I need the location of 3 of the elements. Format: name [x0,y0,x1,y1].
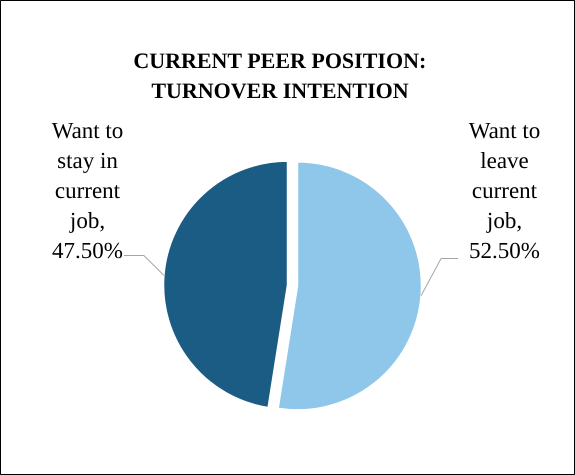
chart-title: CURRENT PEER POSITION: TURNOVER INTENTION [133,48,426,103]
slice-label: Want to leave current job, 52.50% [468,118,540,263]
slice-label: Want to stay in current job, 47.50% [52,118,124,263]
